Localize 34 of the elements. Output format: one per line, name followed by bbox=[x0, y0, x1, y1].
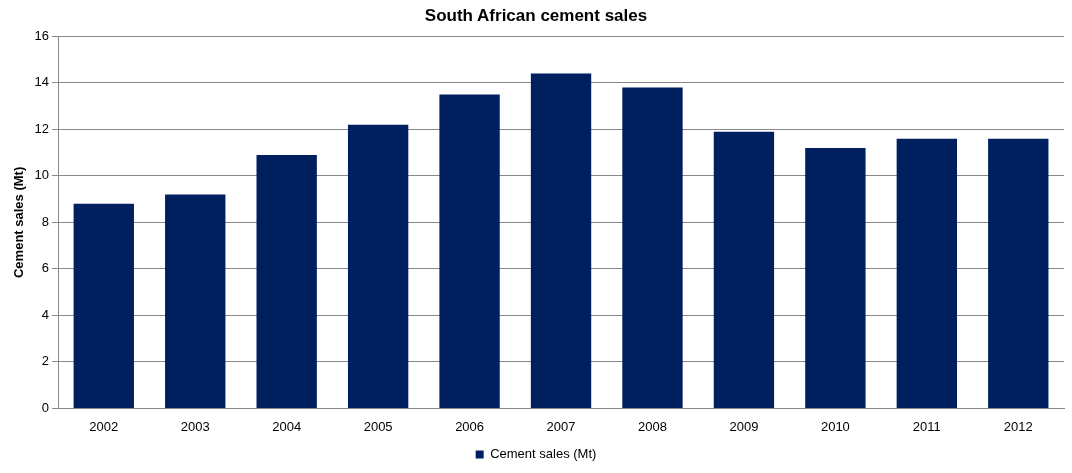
y-tick-label: 14 bbox=[34, 74, 50, 90]
x-tick-label: 2004 bbox=[272, 418, 302, 434]
x-tick-label: 2010 bbox=[820, 418, 850, 434]
bar bbox=[713, 131, 775, 408]
bar bbox=[896, 138, 958, 408]
x-tick-label: 2002 bbox=[89, 418, 119, 434]
y-tick-label: 6 bbox=[41, 260, 50, 276]
bar bbox=[256, 154, 317, 408]
y-tick-label: 16 bbox=[34, 27, 50, 43]
y-tick-label: 10 bbox=[34, 167, 50, 183]
x-tick-label: 2009 bbox=[729, 418, 759, 434]
bar bbox=[988, 138, 1049, 408]
x-tick-label: 2008 bbox=[638, 418, 667, 434]
bar bbox=[439, 94, 500, 408]
y-tick-label: 12 bbox=[34, 120, 50, 136]
x-tick-label: 2003 bbox=[180, 418, 210, 434]
bar bbox=[622, 87, 683, 408]
y-tick-label: 2 bbox=[41, 353, 50, 369]
x-tick-label: 2006 bbox=[455, 418, 485, 434]
x-tick-label: 2011 bbox=[912, 418, 941, 434]
bar bbox=[530, 73, 592, 408]
chart-title: South African cement sales bbox=[424, 5, 648, 25]
y-tick-label: 8 bbox=[41, 213, 50, 229]
bar bbox=[73, 203, 134, 408]
bar bbox=[165, 194, 226, 408]
y-axis-title: Cement sales (Mt) bbox=[11, 166, 27, 279]
x-tick-label: 2007 bbox=[546, 418, 576, 434]
bar bbox=[805, 148, 866, 408]
legend-label: Cement sales (Mt) bbox=[490, 446, 597, 462]
y-tick-label: 0 bbox=[41, 399, 50, 415]
y-tick-label: 4 bbox=[41, 306, 50, 322]
x-tick-label: 2012 bbox=[1003, 418, 1033, 434]
x-tick-label: 2005 bbox=[363, 418, 393, 434]
bar bbox=[347, 124, 409, 408]
